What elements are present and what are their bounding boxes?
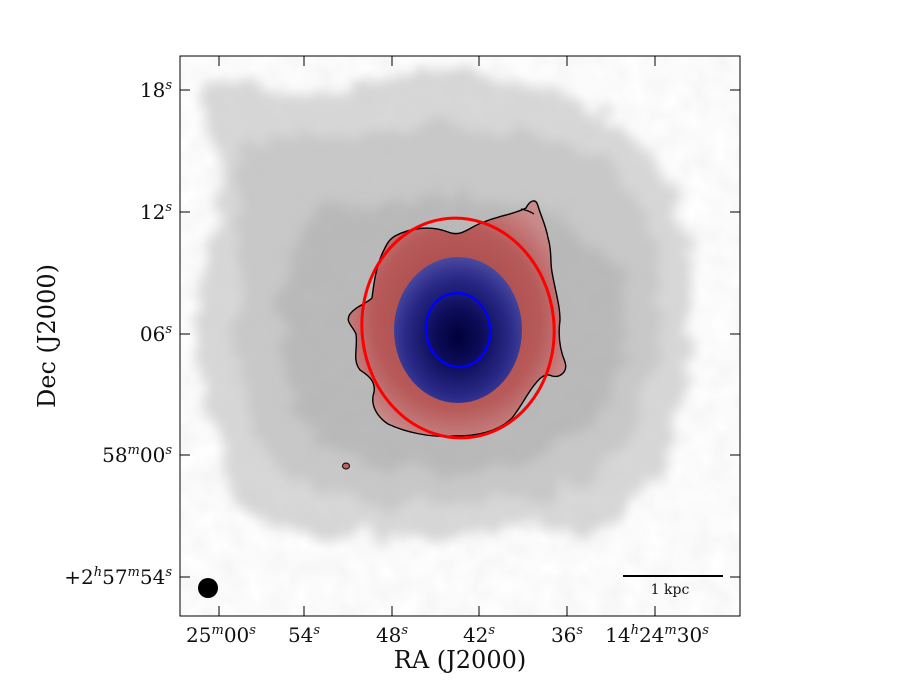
y-axis-label: Dec (J2000) <box>33 264 61 408</box>
blue-ellipse <box>424 291 492 369</box>
small-contour-patch <box>342 462 350 470</box>
x-ticks <box>218 56 656 616</box>
scale-bar-label: 1 kpc <box>651 582 690 598</box>
x-tick-label: 54s <box>288 623 320 647</box>
y-ticks <box>180 89 740 578</box>
plot-frame <box>179 55 741 617</box>
y-tick-label: +2h57m54s <box>64 565 172 589</box>
y-tick-label: 58m00s <box>102 443 172 467</box>
x-tick-label: 42s <box>463 623 495 647</box>
x-tick-label: 36s <box>551 623 583 647</box>
beam-marker <box>198 578 218 598</box>
y-tick-label: 18s <box>140 78 172 102</box>
x-tick-label: 25m00s <box>186 623 256 647</box>
blue-emission-region <box>394 257 522 403</box>
y-tick-label: 12s <box>140 200 172 224</box>
x-tick-label: 14h24m30s <box>605 623 709 647</box>
x-axis-label: RA (J2000) <box>394 646 526 674</box>
small-contour-top <box>520 208 535 215</box>
y-tick-label: 06s <box>140 322 172 346</box>
x-tick-label: 48s <box>376 623 408 647</box>
x-tick-labels: 25m00s 54s 48s 42s 36s 14h24m30s <box>186 623 709 647</box>
red-ellipse <box>360 216 556 440</box>
y-tick-labels: 18s 12s 06s 58m00s +2h57m54s <box>64 78 172 589</box>
